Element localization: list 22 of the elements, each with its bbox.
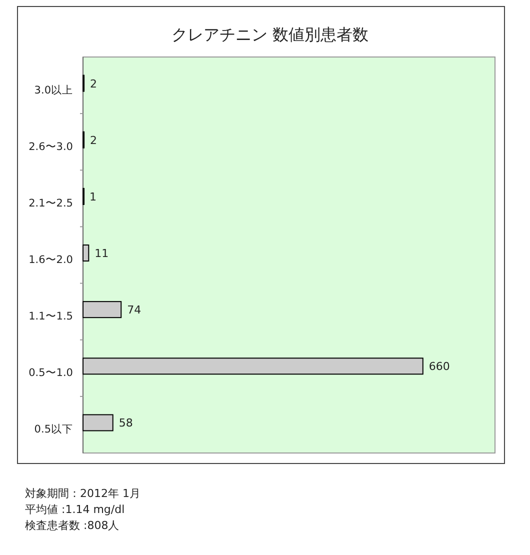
y-tick-label: 1.6〜2.0 xyxy=(28,254,73,266)
chart-title: クレアチニン 数値別患者数 xyxy=(171,25,369,44)
text: 平均値 :1.14 mg/dl xyxy=(25,503,125,516)
y-tick-label: 0.5以下 xyxy=(34,422,73,436)
bar xyxy=(82,301,122,318)
y-tick-label: 3.0以上 xyxy=(34,83,73,96)
data-label: 58 xyxy=(118,416,133,430)
y-tick-label: 0.5〜1.0 xyxy=(28,367,73,380)
y-tick-label: 1.1〜1.5 xyxy=(28,310,73,323)
text: 検査患者数 :808人 xyxy=(25,519,120,532)
y-tick-label: 2.6〜3.0 xyxy=(28,140,73,153)
data-label: 2 xyxy=(90,77,98,90)
data-label: 1 xyxy=(90,190,97,204)
data-label: 11 xyxy=(94,247,109,260)
data-label: 660 xyxy=(428,360,450,374)
y-tick-label: 2.1〜2.5 xyxy=(28,197,73,210)
bar xyxy=(82,244,90,262)
data-label: 2 xyxy=(90,134,98,147)
data-label: 74 xyxy=(127,304,142,317)
text: 対象期間：2012年 1月 xyxy=(25,487,140,500)
bar xyxy=(82,358,424,375)
bar xyxy=(82,414,114,432)
